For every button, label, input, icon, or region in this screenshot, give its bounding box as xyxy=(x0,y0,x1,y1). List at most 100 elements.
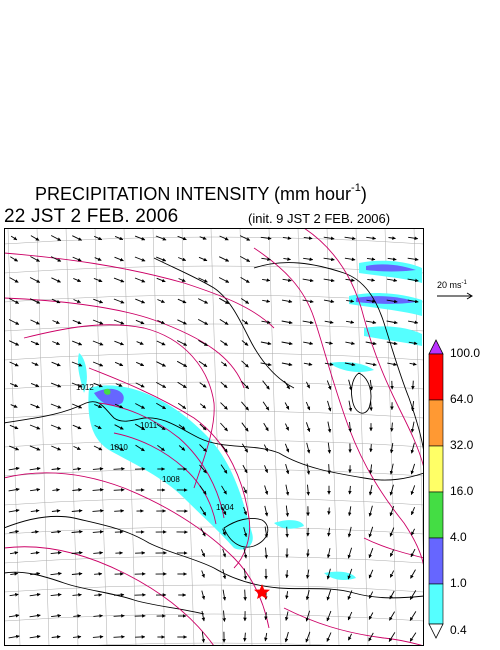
wind-arrow xyxy=(326,548,331,559)
wind-arrow xyxy=(8,508,20,513)
wind-arrow xyxy=(222,569,227,580)
pressure-label-1004: 1004 xyxy=(216,503,234,512)
wind-arrow xyxy=(94,424,102,430)
wind-arrow xyxy=(93,445,103,451)
wind-arrow xyxy=(303,362,313,366)
wind-arrow xyxy=(389,505,395,517)
wind-arrow xyxy=(197,319,209,325)
wind-arrow xyxy=(243,547,248,559)
wind-arrow xyxy=(29,634,41,639)
wind-arrow xyxy=(261,257,271,261)
wind-arrow xyxy=(72,235,83,241)
wind-arrow xyxy=(50,235,62,241)
wind-arrow xyxy=(155,235,167,241)
wind-arrow xyxy=(10,382,19,388)
wind-arrow xyxy=(306,442,311,454)
wind-arrow xyxy=(305,422,311,433)
wind-arrow xyxy=(52,488,60,492)
wind-arrow xyxy=(135,319,145,325)
init-time: (init. 9 JST 2 FEB. 2006) xyxy=(248,211,391,226)
wind-arrow xyxy=(306,484,310,496)
longitude-line xyxy=(355,228,369,646)
wind-arrow xyxy=(326,610,332,622)
wind-arrow xyxy=(71,530,83,534)
wind-arrow xyxy=(219,235,229,241)
longitude-line xyxy=(413,228,424,586)
wind-arrow xyxy=(113,298,125,304)
pressure-label-1008: 1008 xyxy=(162,475,180,484)
wind-arrow xyxy=(306,463,311,475)
pressure-label-1011: 1011 xyxy=(140,421,158,430)
wind-arrow xyxy=(407,299,419,304)
wind-arrow xyxy=(9,529,20,534)
wind-arrow xyxy=(51,635,61,639)
wind-arrow xyxy=(178,278,186,282)
pressure-label-1010: 1010 xyxy=(110,443,128,452)
wind-arrow xyxy=(222,589,227,601)
wind-arrow xyxy=(51,277,61,283)
wind-arrow xyxy=(71,509,83,513)
wind-arrow xyxy=(156,402,167,410)
wind-arrow xyxy=(134,277,146,283)
wind-arrow xyxy=(50,550,62,555)
wind-arrow xyxy=(241,319,249,325)
wind-arrow xyxy=(157,319,165,325)
wind-arrow xyxy=(9,445,20,451)
title-main: PRECIPITATION INTENSITY (mm hour xyxy=(35,184,352,204)
wind-arrow xyxy=(72,256,82,262)
wind-arrow xyxy=(282,278,292,282)
wind-arrow xyxy=(243,486,247,494)
wind-arrow xyxy=(389,484,394,496)
wind-arrow xyxy=(219,297,230,305)
colorbar-label-04: 0.4 xyxy=(450,623,467,637)
wind-arrow xyxy=(242,464,248,474)
longitude-line xyxy=(326,228,340,646)
title-close: ) xyxy=(360,184,367,204)
wind-arrow xyxy=(113,277,125,283)
wind-arrow xyxy=(30,509,40,513)
wind-arrow xyxy=(389,611,395,621)
wind-arrow xyxy=(261,320,271,325)
wind-arrow xyxy=(201,570,205,578)
wind-arrow xyxy=(281,320,293,325)
wind-arrow xyxy=(9,277,19,283)
wind-arrow xyxy=(240,277,250,283)
wind-arrow xyxy=(197,298,209,304)
map-frame xyxy=(4,228,424,646)
wind-arrow xyxy=(285,484,290,496)
wind-arrow xyxy=(218,277,230,283)
wind-arrow xyxy=(114,340,124,346)
wind-arrow xyxy=(156,340,166,346)
wind-arrow xyxy=(92,488,104,492)
colorbar-label-4: 4.0 xyxy=(450,530,467,544)
wind-arrow xyxy=(303,236,313,240)
wind-reference-arrow xyxy=(437,292,473,300)
wind-arrow xyxy=(281,299,293,304)
wind-arrow xyxy=(389,527,395,537)
wind-arrow xyxy=(115,383,123,387)
wind-arrow xyxy=(369,444,373,453)
wind-arrow xyxy=(303,257,314,262)
wind-arrow xyxy=(113,635,125,639)
wind-arrow xyxy=(327,507,331,515)
wind-arrow xyxy=(135,382,145,388)
wind-arrow xyxy=(302,299,314,304)
wind-arrow xyxy=(365,362,377,367)
wind-arrow xyxy=(284,423,290,431)
wind-arrow xyxy=(285,526,289,538)
wind-arrow xyxy=(135,403,146,409)
wind-arrow xyxy=(199,506,207,516)
wind-arrow xyxy=(113,488,125,492)
wind-arrow xyxy=(29,424,41,430)
wind-arrow xyxy=(389,549,395,557)
wind-arrow xyxy=(241,422,249,432)
wind-arrow xyxy=(52,320,60,324)
wind-arrow xyxy=(241,401,249,411)
wind-arrow xyxy=(241,443,249,453)
wind-arrow xyxy=(178,257,187,261)
wind-arrow xyxy=(347,568,353,580)
colorbar-top-triangle xyxy=(428,339,444,355)
wind-arrow xyxy=(113,319,125,325)
wind-arrow xyxy=(71,572,83,576)
wind-arrow xyxy=(72,424,82,430)
